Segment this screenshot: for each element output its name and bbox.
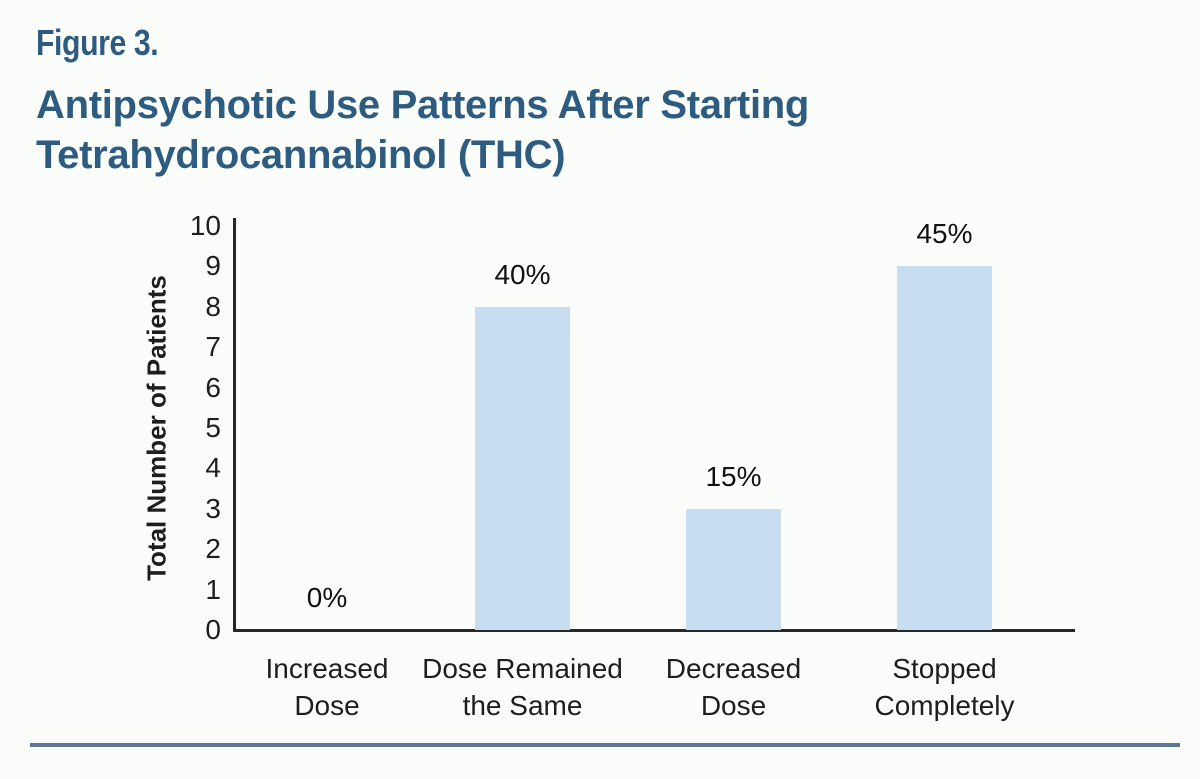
x-axis-category-line: Stopped bbox=[892, 653, 997, 684]
x-axis-category-label: Stopped Completely bbox=[825, 650, 1065, 724]
x-axis-category-line: Dose Remained bbox=[422, 653, 623, 684]
x-axis-category-line: Completely bbox=[874, 690, 1015, 721]
bar-value-label: 0% bbox=[306, 582, 348, 613]
x-axis-category-line: Increased bbox=[265, 653, 389, 684]
y-tick-label: 2 bbox=[205, 533, 221, 565]
x-axis-category-line: the Same bbox=[462, 690, 583, 721]
chart-title: Antipsychotic Use Patterns After Startin… bbox=[36, 80, 809, 180]
y-axis-line bbox=[233, 218, 236, 632]
bar-value-label: 15% bbox=[705, 460, 762, 492]
y-tick-label: 10 bbox=[189, 210, 221, 241]
y-tick-label: 8 bbox=[205, 290, 221, 322]
y-tick-label: 7 bbox=[205, 331, 221, 363]
y-tick-label: 0 bbox=[205, 614, 221, 645]
y-tick-label: 3 bbox=[205, 492, 221, 524]
bottom-divider-rule bbox=[30, 743, 1180, 747]
x-axis-category-label: Decreased Dose bbox=[614, 650, 854, 724]
y-tick-label: 4 bbox=[205, 452, 221, 484]
x-axis-category-line: Decreased bbox=[665, 653, 802, 684]
chart-title-line-1: Antipsychotic Use Patterns After Startin… bbox=[36, 83, 810, 127]
bar-2 bbox=[475, 306, 570, 630]
figure-number-label: Figure 3. bbox=[36, 22, 159, 63]
bar-value-label: 45% bbox=[916, 218, 973, 250]
bar-4 bbox=[897, 266, 992, 630]
y-tick-label: 1 bbox=[205, 573, 221, 605]
x-axis-category-line: Dose bbox=[700, 690, 767, 721]
x-axis-category-label: Increased Dose bbox=[207, 650, 447, 724]
y-tick-label: 9 bbox=[205, 250, 221, 282]
y-tick-label: 5 bbox=[205, 412, 221, 443]
x-axis-category-label: Dose Remained the Same bbox=[403, 650, 643, 724]
bar-3 bbox=[686, 508, 781, 630]
x-axis-line bbox=[233, 629, 1075, 632]
bar-value-label: 40% bbox=[494, 258, 551, 290]
chart-title-line-2: Tetrahydrocannabinol (THC) bbox=[36, 133, 566, 177]
y-tick-label: 6 bbox=[205, 371, 221, 403]
x-axis-category-line: Dose bbox=[294, 690, 360, 721]
